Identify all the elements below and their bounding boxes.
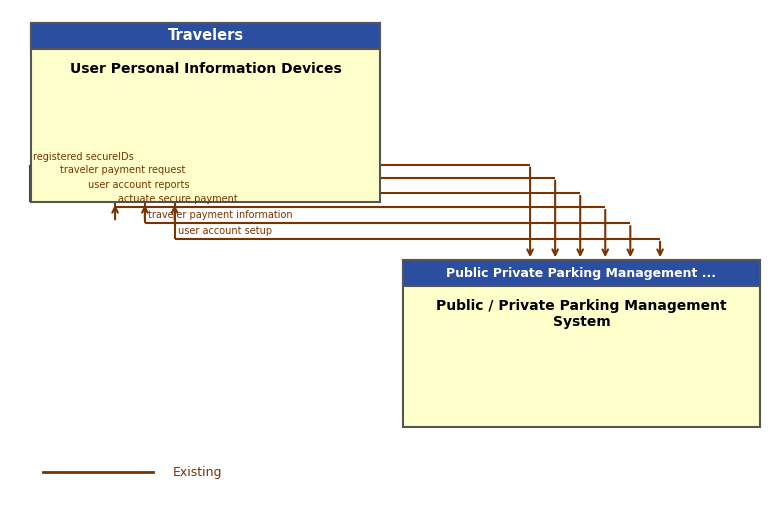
Bar (403, 260, 760, 286)
Text: traveler payment request: traveler payment request (60, 165, 186, 175)
Text: actuate secure payment: actuate secure payment (118, 194, 238, 204)
Text: Public Private Parking Management ...: Public Private Parking Management ... (446, 267, 716, 280)
Text: user account setup: user account setup (178, 226, 272, 236)
Text: User Personal Information Devices: User Personal Information Devices (70, 62, 341, 76)
Text: Travelers: Travelers (168, 28, 244, 43)
Bar (403, 260, 760, 427)
Bar (31, 23, 380, 49)
Text: Existing: Existing (172, 466, 222, 479)
Bar (31, 23, 380, 202)
Text: registered secureIDs: registered secureIDs (33, 152, 134, 162)
Text: traveler payment information: traveler payment information (148, 210, 293, 220)
Text: user account reports: user account reports (88, 180, 190, 190)
Text: Public / Private Parking Management
System: Public / Private Parking Management Syst… (436, 299, 727, 329)
